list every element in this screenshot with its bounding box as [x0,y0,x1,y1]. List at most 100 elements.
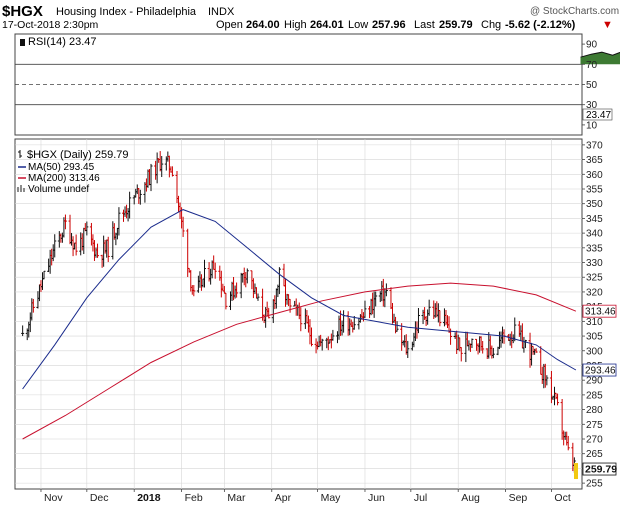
ohlc-bar [149,163,153,192]
ohlc-bar [470,338,474,349]
ma200-legend-label: MA(200) 313.46 [28,173,100,184]
ohlc-bar [128,191,132,219]
x-tick-label: Dec [90,492,109,504]
ohlc-bar [545,375,549,386]
price-tick-label: 330 [586,258,603,269]
price-tick-label: 350 [586,199,603,210]
last-label: Last [414,19,435,31]
low-value: 257.96 [372,19,406,31]
ohlc-bar [21,325,25,337]
rsi-fill-areas [580,52,620,65]
ma200-line [22,282,577,440]
high-label: High [284,19,307,31]
legend-price: $HGX (Daily) 259.79 [18,149,129,161]
last-price-marker [574,463,578,480]
ohlc-bar [192,285,196,297]
volume-legend-icon [17,185,25,192]
chart-header: $HGX Housing Index - Philadelphia INDX @… [2,3,619,31]
ohlc-bar [31,298,35,313]
ma50-legend-label: MA(50) 293.45 [28,162,95,173]
ohlc-bar [256,293,260,301]
chg-value: -5.62 (-2.12%) [505,19,576,31]
rsi-overbought-fill [580,52,620,65]
price-last-tag: 259.79 [582,462,617,476]
ohlc-bar [213,262,217,279]
price-tick-label: 265 [586,449,603,460]
ohlc-bar [374,291,378,307]
svg-text:293.46: 293.46 [585,366,616,377]
header-date: 17-Oct-2018 2:30pm [2,19,99,31]
price-tick-label: 320 [586,287,603,298]
chg-down-arrow-icon: ▼ [602,19,613,31]
price-vertical-gridlines [40,139,552,489]
x-tick-label: Feb [185,492,203,504]
volume-legend-label: Volume undef [28,184,89,195]
ohlc-bar [438,310,442,327]
ohlc-bar [416,308,420,334]
rsi-last-tag-box [582,108,613,121]
price-tick-label: 305 [586,332,603,343]
x-tick-label: 2018 [137,492,161,504]
rsi-y-axis: 10 30 50 70 90 [582,40,598,131]
ohlc-bar [556,393,560,406]
chg-label: Chg [481,19,501,31]
x-tick-label: Mar [227,492,246,504]
ohlc-bar [299,307,303,332]
stockcharts-watermark: @ StockCharts.com [530,6,619,17]
ohlc-bar [106,236,110,263]
ohlc-bar [96,243,100,258]
rsi-tick-label: 30 [586,100,598,111]
open-value: 264.00 [246,19,280,31]
price-tick-label: 290 [586,376,603,387]
rsi-reference-lines [15,63,582,106]
rsi-tick-label: 50 [586,80,598,91]
rsi-legend-label: RSI(14) 23.47 [28,36,96,48]
rsi-legend: RSI(14) 23.47 [20,36,96,48]
price-legend: $HGX (Daily) 259.79 MA(50) 293.45 MA(200… [17,149,129,195]
x-tick-label: Oct [554,492,570,504]
price-frame [14,138,583,490]
ohlc-bar [481,340,485,354]
x-tick-label: Nov [44,492,63,504]
price-tick-label: 255 [586,479,603,490]
price-tick-label: 365 [586,155,603,166]
rsi-panel: 10 30 50 70 90 RSI(14) 23.47 23.47 [14,33,620,136]
price-tick-label: 355 [586,185,603,196]
ohlc-bar [384,283,388,297]
price-tick-label: 285 [586,390,603,401]
rsi-tick-label: 70 [586,60,598,71]
x-tick-label: Apr [275,492,292,504]
svg-text:313.46: 313.46 [585,307,616,318]
svg-text:259.79: 259.79 [585,464,617,476]
ohlc-bar [363,300,367,318]
ohlc-legend-icon [18,150,22,158]
price-horizontal-gridlines [15,144,582,484]
ohlc-bar [267,307,271,319]
rsi-tick-label: 10 [586,120,598,131]
ohlc-bar [459,347,463,362]
rsi-last-tag: 23.47 [582,108,613,121]
ohlc-bar [74,234,78,256]
ohlc-bar [117,207,121,236]
ohlc-bar [277,267,281,295]
ohlc-bar [160,156,164,178]
x-tick-label: May [321,492,342,504]
low-label: Low [348,19,368,31]
ohlc-bar [203,259,207,288]
symbol-title: $HGX [2,3,43,20]
x-tick-label: Jun [368,492,385,504]
ohlc-bar [170,166,174,177]
ohlc-bar [406,340,410,359]
price-legend-label: $HGX (Daily) 259.79 [27,149,129,161]
price-tick-label: 270 [586,435,603,446]
ohlc-bar [395,321,399,332]
price-x-axis: Nov Dec 2018 Feb Mar Apr May Jun Jul Aug Sep Oct [40,489,571,504]
price-tick-label: 360 [586,170,603,181]
rsi-legend-swatch [20,39,25,46]
open-label: Open [216,19,243,31]
ohlc-bar [63,214,67,230]
price-tick-label: 275 [586,420,603,431]
ma50-last-tag: 293.46 [582,363,617,377]
ohlc-bar [566,435,570,451]
